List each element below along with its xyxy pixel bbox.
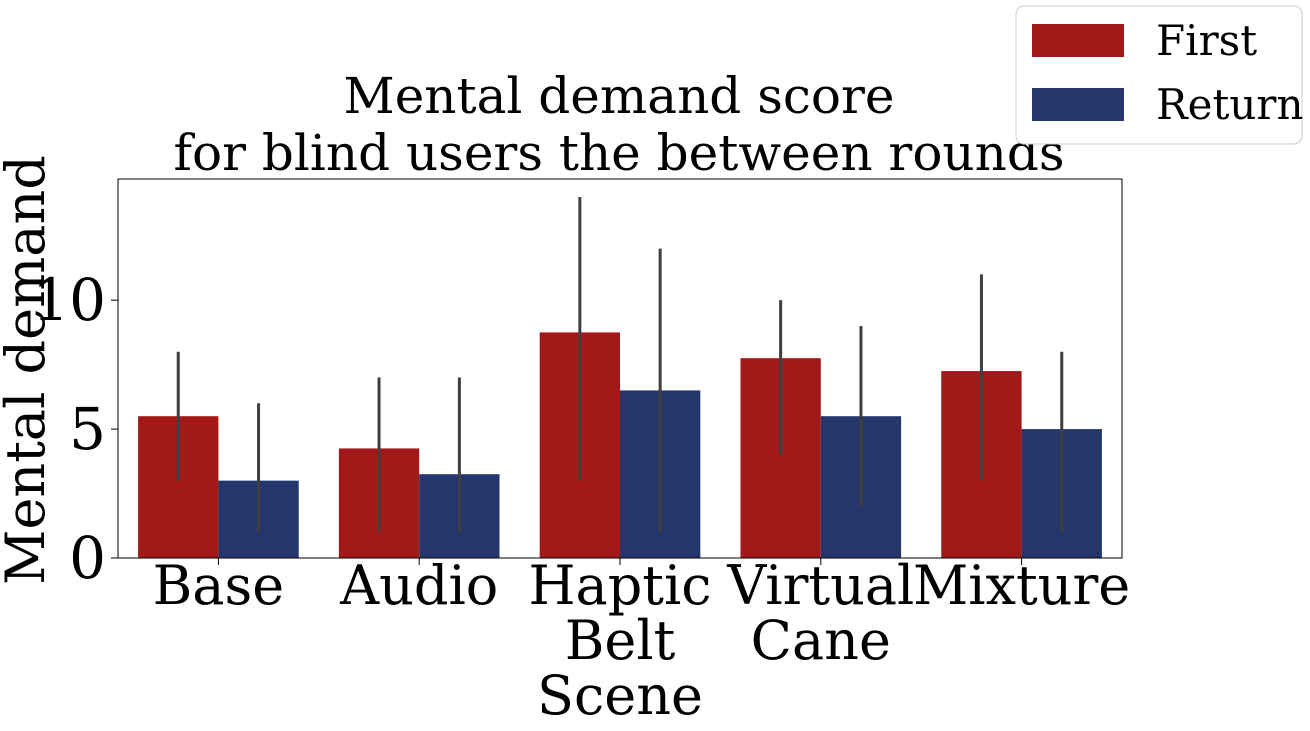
legend-label-first: First <box>1156 16 1257 65</box>
x-tick-label-line: Audio <box>339 554 498 617</box>
error-bars-layer <box>176 197 1064 533</box>
y-axis: 0 5 10 <box>32 266 118 592</box>
x-tick-label-line: Scene <box>537 664 703 727</box>
x-tick-label-line: Haptic <box>528 554 711 617</box>
x-tick-label-line: Cane <box>751 609 891 672</box>
y-tick-label: 0 <box>69 524 106 592</box>
x-tick-label: Haptic Belt Scene <box>528 554 711 727</box>
x-tick-label: Mixture <box>913 554 1130 617</box>
chart-title-line: for blind users the between rounds <box>173 124 1064 182</box>
legend: First Return <box>1015 5 1304 145</box>
y-tick-label: 10 <box>32 266 106 334</box>
x-tick-label-line: Mixture <box>913 554 1130 617</box>
x-tick-label-line: Base <box>153 554 285 617</box>
x-tick-label-line: Belt <box>565 609 676 672</box>
legend-label-return: Return <box>1156 80 1304 129</box>
bars-layer <box>138 332 1102 558</box>
x-tick-label-line: Virtual <box>726 554 914 617</box>
y-tick-label: 5 <box>69 395 106 463</box>
x-tick-label: Virtual Cane <box>726 554 914 672</box>
legend-swatch-return <box>1032 88 1124 121</box>
chart-title-line: Mental demand score <box>344 67 895 125</box>
x-tick-label: Audio <box>339 554 498 617</box>
y-axis-label: Mental demand <box>0 155 57 585</box>
x-tick-label: Base <box>153 554 285 617</box>
legend-swatch-first <box>1032 24 1124 57</box>
